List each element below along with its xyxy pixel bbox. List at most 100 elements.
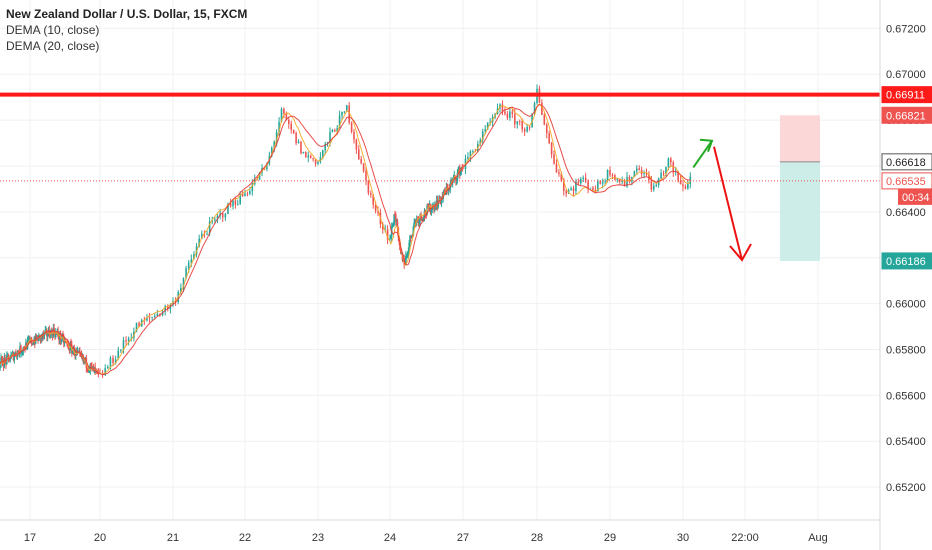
candle	[437, 199, 440, 209]
candle-body	[10, 353, 13, 356]
candle-body	[486, 122, 489, 130]
candle-body	[331, 129, 334, 132]
candle-body	[372, 194, 374, 205]
candle	[13, 352, 16, 364]
candle-body	[392, 224, 395, 227]
candle-body	[467, 156, 469, 159]
candle-body	[13, 355, 16, 361]
candle-body	[146, 317, 148, 321]
indicator-dema-20[interactable]: DEMA (20, close)	[6, 39, 100, 53]
candle-body	[350, 122, 353, 132]
candle-body	[107, 366, 109, 369]
candle-body	[430, 210, 433, 213]
candle-body	[412, 226, 415, 236]
candle	[410, 234, 413, 239]
candle	[526, 123, 528, 133]
candle	[370, 190, 372, 198]
entry-price-tag: 0.66618	[881, 153, 932, 171]
candle	[420, 211, 422, 222]
candle-body	[582, 177, 585, 179]
candle-body	[86, 367, 88, 369]
candle-body	[278, 121, 280, 133]
candle-body	[501, 104, 504, 112]
candle-body	[638, 168, 640, 170]
candle-body	[244, 193, 246, 197]
candle	[580, 177, 582, 186]
candle-body	[201, 233, 203, 239]
candle-body	[127, 338, 130, 342]
candle-body	[393, 214, 395, 225]
entry-price-tag-bg	[881, 153, 932, 171]
candle-body	[611, 175, 614, 176]
candle	[15, 355, 18, 360]
candle	[334, 128, 336, 132]
candle	[504, 107, 506, 116]
candle-body	[550, 143, 553, 155]
candle-body	[229, 203, 232, 207]
candle-body	[211, 220, 214, 222]
candle-body	[77, 351, 80, 352]
candle-body	[548, 133, 550, 144]
candle-body	[23, 347, 26, 350]
candle-body	[565, 191, 567, 194]
candle-body	[241, 193, 244, 197]
candle	[421, 216, 423, 222]
candle-body	[599, 180, 602, 184]
resistance-price-tag: 0.66911	[881, 86, 932, 104]
candle-body	[377, 210, 379, 213]
candle-body	[418, 219, 421, 224]
candle-body	[589, 187, 592, 189]
candle-body	[390, 236, 392, 239]
candle-body	[353, 131, 355, 140]
candle-body	[614, 175, 616, 180]
candle-body	[300, 141, 302, 154]
candle	[148, 312, 151, 323]
candle-body	[309, 155, 312, 159]
current-price-tag: 0.66535	[881, 172, 932, 190]
candle-body	[609, 170, 611, 176]
grid	[0, 0, 880, 520]
candle-body	[623, 181, 626, 187]
candle-body	[472, 151, 474, 152]
candle-body	[653, 186, 655, 190]
candle	[582, 175, 585, 183]
candle	[501, 100, 504, 116]
candle-body	[484, 129, 486, 132]
candle	[406, 251, 409, 259]
candle	[553, 150, 555, 165]
candle-body	[410, 235, 413, 239]
candle-body	[89, 363, 92, 370]
candle	[355, 138, 358, 154]
candle-body	[621, 181, 623, 182]
candle-body	[572, 188, 575, 192]
symbol-title[interactable]: New Zealand Dollar / U.S. Dollar, 15, FX…	[6, 7, 248, 21]
candle-body	[395, 220, 398, 223]
target-price-tag: 0.66186	[881, 252, 932, 270]
candle-body	[27, 339, 30, 341]
candle-body	[594, 189, 597, 192]
dema-20-line	[0, 104, 691, 376]
candle-body	[362, 163, 365, 172]
price-tick-label: 0.66400	[886, 207, 926, 219]
candle-body	[391, 226, 394, 228]
candle-body	[348, 105, 350, 123]
candle	[237, 199, 239, 206]
candle	[68, 344, 71, 354]
candle	[292, 129, 295, 135]
candle-body	[370, 193, 372, 195]
candle	[206, 230, 208, 236]
candle-body	[164, 305, 166, 312]
candle	[86, 367, 88, 373]
candle	[365, 166, 367, 186]
time-tick-label: 24	[384, 532, 396, 544]
candle-body	[237, 204, 239, 205]
indicator-dema-10[interactable]: DEMA (10, close)	[6, 23, 100, 37]
candle-body	[195, 246, 198, 255]
candle-body	[31, 343, 34, 345]
candle-body	[0, 363, 2, 367]
candle	[79, 347, 81, 357]
candle-body	[518, 121, 521, 123]
candle-body	[655, 184, 658, 187]
candle	[4, 354, 6, 364]
